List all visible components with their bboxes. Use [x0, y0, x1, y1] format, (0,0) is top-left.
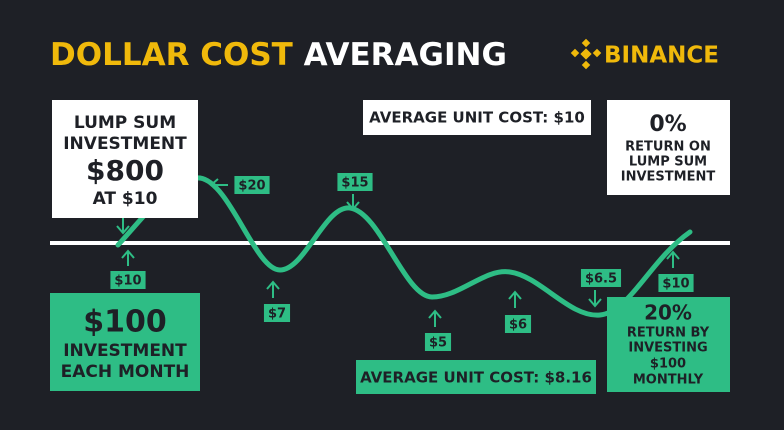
price-label-box: [110, 271, 146, 289]
lump-amount: $800: [86, 154, 164, 187]
price-label: $10: [662, 277, 689, 292]
lump-return-percent: 0%: [649, 112, 686, 137]
arrow: [209, 178, 228, 192]
price-label: $15: [341, 176, 368, 191]
price-label-box: [580, 269, 622, 287]
price-label: $10: [114, 274, 141, 289]
title-part1: DOLLAR COST: [50, 37, 293, 73]
price-label: $7: [268, 307, 286, 322]
lump-return-box: [607, 100, 730, 195]
title-part2: AVERAGING: [304, 37, 507, 73]
price-label-box: [424, 333, 452, 351]
monthly-amount: $100: [83, 305, 167, 340]
monthly-return-line2: INVESTING: [628, 341, 707, 356]
brand: BINANCE: [604, 43, 719, 69]
price-label: $6: [509, 318, 527, 333]
arrow: [116, 218, 130, 235]
monthly-box: [50, 293, 200, 391]
price-label-box: [234, 176, 270, 194]
lump-return-line1: RETURN ON: [625, 140, 711, 155]
monthly-return-line4: MONTHLY: [633, 373, 704, 388]
arrow: [428, 309, 442, 327]
monthly-return-percent: 20%: [644, 301, 692, 325]
lump-price: AT $10: [93, 189, 158, 209]
price-label-box: [504, 315, 532, 333]
price-label: $5: [429, 336, 447, 351]
arrow: [121, 249, 135, 266]
price-label-box: [658, 274, 694, 292]
title: DOLLAR COST AVERAGING: [50, 37, 507, 73]
price-label-box: [263, 304, 291, 322]
price-label: $20: [238, 179, 265, 194]
lump-line2: INVESTMENT: [63, 134, 187, 154]
arrow: [266, 280, 280, 298]
monthly-line2: EACH MONTH: [61, 362, 190, 382]
monthly-return-line1: RETURN BY: [627, 326, 710, 341]
lump-line1: LUMP SUM: [74, 113, 176, 133]
lump-average-box: [363, 100, 591, 135]
monthly-return-box: [607, 297, 730, 392]
lump-average: AVERAGE UNIT COST: $10: [369, 109, 585, 127]
lump-return-line3: INVESTMENT: [621, 170, 716, 185]
arrow: [588, 290, 602, 308]
lump-return-line2: LUMP SUM: [629, 155, 707, 170]
monthly-return-line3: $100: [650, 357, 686, 372]
monthly-line1: INVESTMENT: [63, 341, 187, 361]
monthly-average: AVERAGE UNIT COST: $8.16: [360, 369, 592, 387]
price-label: $6.5: [585, 272, 617, 287]
price-label-box: [337, 173, 373, 191]
arrow: [508, 290, 522, 308]
arrow: [346, 194, 360, 211]
monthly-average-box: [356, 360, 596, 394]
arrow: [666, 250, 680, 268]
lump-sum-box: [52, 100, 198, 218]
